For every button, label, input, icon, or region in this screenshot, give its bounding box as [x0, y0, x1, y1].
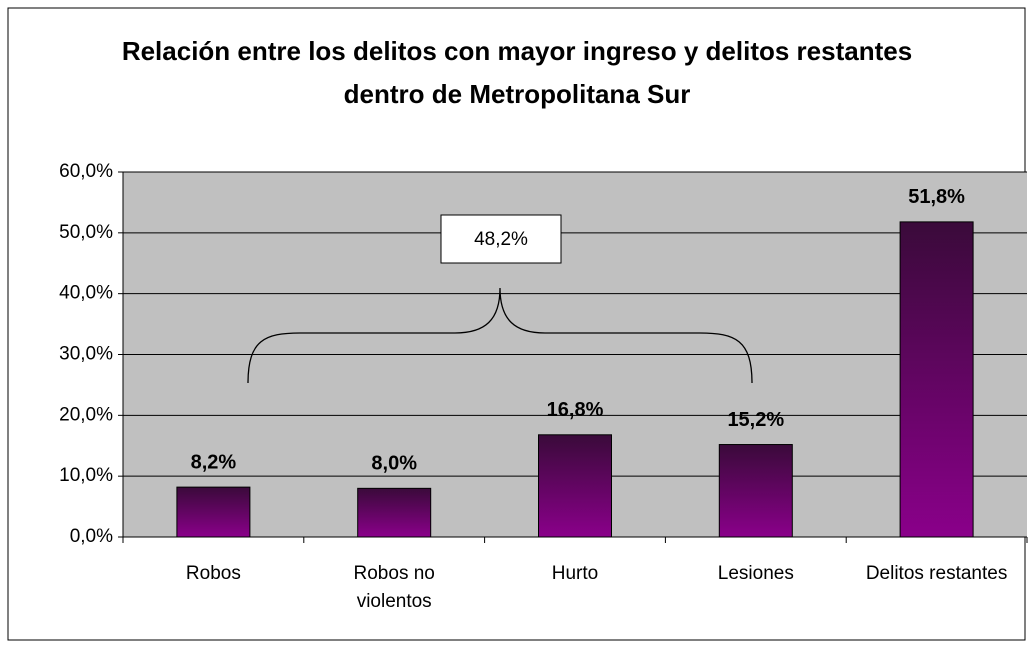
y-tick-label: 60,0% — [59, 161, 113, 182]
value-label: 51,8% — [908, 186, 965, 208]
x-tick-label: Robos no violentos — [353, 563, 435, 612]
y-tick-label: 30,0% — [59, 344, 113, 365]
y-tick-label: 40,0% — [59, 283, 113, 304]
y-tick-label: 0,0% — [70, 526, 113, 547]
annotation: 48,2% — [474, 229, 528, 250]
chart-title: Relación entre los delitos con mayor ing… — [121, 36, 913, 109]
value-label: 8,2% — [191, 451, 237, 473]
value-label: 16,8% — [547, 399, 604, 421]
y-tick-label: 10,0% — [59, 465, 113, 486]
x-tick-label: Delitos restantes — [865, 563, 1008, 584]
annotation-box — [440, 214, 562, 264]
brace — [247, 287, 753, 384]
y-tick-label: 20,0% — [59, 404, 113, 425]
bar — [899, 221, 974, 538]
x-tick-label: Robos — [185, 563, 241, 584]
bar — [538, 434, 612, 538]
x-tick-label: Hurto — [551, 563, 599, 584]
bar — [176, 486, 251, 538]
bar — [357, 487, 432, 538]
value-label: 8,0% — [371, 453, 417, 475]
bar — [718, 444, 793, 538]
value-label: 15,2% — [727, 409, 784, 431]
x-tick-label: Lesiones — [717, 563, 794, 584]
y-tick-label: 50,0% — [59, 222, 113, 243]
